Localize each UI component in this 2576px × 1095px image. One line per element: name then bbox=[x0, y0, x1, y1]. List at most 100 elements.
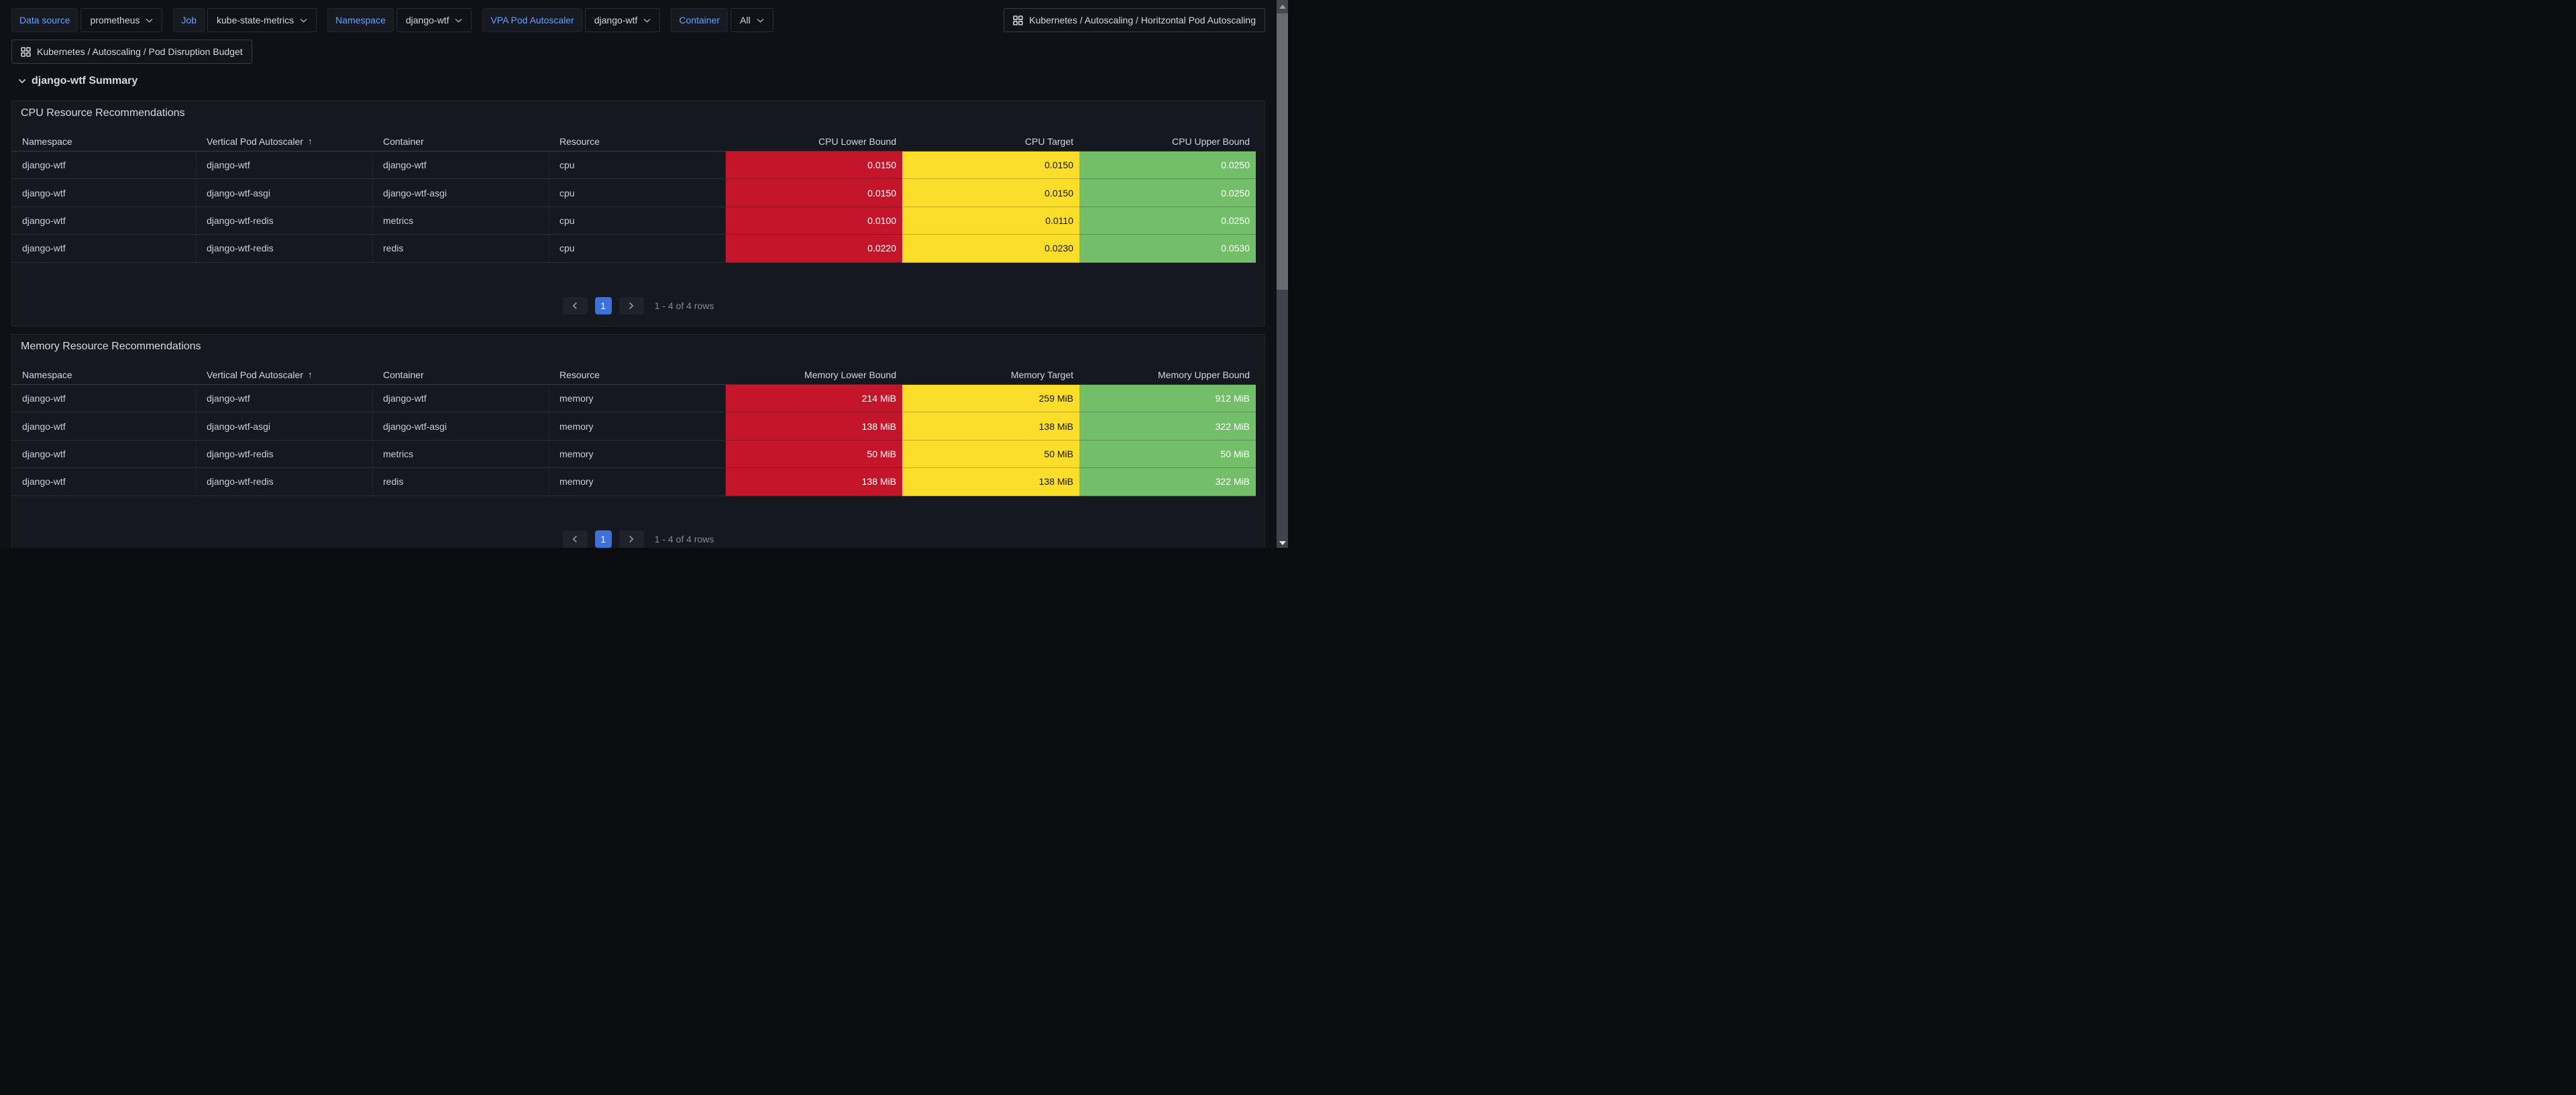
table-cell: 259 MiB bbox=[902, 385, 1079, 413]
table-cell: 0.0250 bbox=[1079, 207, 1256, 235]
col-header-namespace[interactable]: Namespace bbox=[22, 135, 72, 147]
table-cell: 0.0150 bbox=[726, 152, 902, 180]
triangle-down-icon[interactable] bbox=[1279, 541, 1286, 545]
table-cell: 138 MiB bbox=[726, 412, 902, 441]
variable-job-select[interactable]: kube-state-metrics bbox=[207, 8, 317, 32]
table-cell: 0.0150 bbox=[726, 179, 902, 207]
dashboard-content: Data source prometheus Job kube-state-me… bbox=[11, 0, 1265, 548]
panel-cpu-recommendations: CPU Resource Recommendations Namespace V… bbox=[11, 101, 1265, 327]
dashboard-link-pdb[interactable]: Kubernetes / Autoscaling / Pod Disruptio… bbox=[11, 40, 252, 64]
table-cell: 0.0250 bbox=[1079, 152, 1256, 180]
table-cell: django-wtf bbox=[12, 440, 197, 469]
row-title: django-wtf Summary bbox=[32, 75, 138, 87]
table-cell: 138 MiB bbox=[902, 412, 1079, 441]
variable-container: Container All bbox=[671, 8, 773, 32]
table-row: django-wtf django-wtf-redis redis memory 138… bbox=[12, 468, 1256, 496]
variable-job-label: Job bbox=[173, 8, 205, 32]
col-header-vpa[interactable]: Vertical Pod Autoscaler ↑ bbox=[197, 136, 373, 147]
dashboard-link-pdb-label: Kubernetes / Autoscaling / Pod Disruptio… bbox=[37, 46, 243, 57]
prev-page-button[interactable] bbox=[562, 530, 588, 548]
panel-memory-recommendations: Memory Resource Recommendations Namespac… bbox=[11, 334, 1265, 548]
panel-title: CPU Resource Recommendations bbox=[21, 107, 185, 119]
chevron-down-icon bbox=[455, 18, 462, 23]
col-header-target[interactable]: Memory Target bbox=[1010, 369, 1073, 380]
table-cell: django-wtf-redis bbox=[197, 468, 373, 496]
col-header-resource[interactable]: Resource bbox=[559, 135, 600, 147]
table-cell: django-wtf-asgi bbox=[373, 179, 549, 207]
next-page-button[interactable] bbox=[619, 530, 644, 548]
dashboard-link-hpa[interactable]: Kubernetes / Autoscaling / Horitzontal P… bbox=[1004, 8, 1265, 32]
table-row: django-wtf django-wtf-asgi django-wtf-asgi… bbox=[12, 412, 1256, 441]
table-cell: django-wtf bbox=[373, 385, 549, 413]
page-scrollbar[interactable] bbox=[1277, 0, 1288, 548]
variable-container-select[interactable]: All bbox=[731, 8, 773, 32]
table-cell: django-wtf bbox=[12, 468, 197, 496]
table-body: django-wtf django-wtf django-wtf cpu 0.0150 0… bbox=[12, 152, 1256, 263]
col-header-upper-bound[interactable]: Memory Upper Bound bbox=[1158, 369, 1250, 380]
col-header-container[interactable]: Container bbox=[383, 135, 424, 147]
table-cell: 50 MiB bbox=[902, 440, 1079, 469]
table-cell: cpu bbox=[549, 235, 726, 263]
prev-page-button[interactable] bbox=[562, 296, 588, 314]
table-cell: django-wtf bbox=[12, 385, 197, 413]
table-cell: django-wtf bbox=[12, 235, 197, 263]
dashboard-row-toggle[interactable]: django-wtf Summary bbox=[11, 72, 1265, 90]
table-cell: 0.0250 bbox=[1079, 179, 1256, 207]
chevron-right-icon bbox=[629, 302, 634, 309]
chevron-down-icon bbox=[300, 18, 307, 23]
table-cell: 0.0110 bbox=[902, 207, 1079, 235]
col-header-container[interactable]: Container bbox=[383, 369, 424, 380]
col-header-resource[interactable]: Resource bbox=[559, 369, 600, 380]
variable-namespace: Namespace django-wtf bbox=[327, 8, 472, 32]
table-cell: cpu bbox=[549, 152, 726, 180]
cpu-table-pagination: 1 1 - 4 of 4 rows bbox=[12, 296, 1265, 314]
table-cell: 0.0530 bbox=[1079, 235, 1256, 263]
col-header-target[interactable]: CPU Target bbox=[1024, 135, 1073, 147]
sort-asc-icon: ↑ bbox=[307, 136, 313, 146]
toolbar-row-1: Data source prometheus Job kube-state-me… bbox=[11, 8, 1265, 32]
table-cell: memory bbox=[549, 440, 726, 469]
table-cell: 214 MiB bbox=[726, 385, 902, 413]
col-header-namespace[interactable]: Namespace bbox=[22, 369, 72, 380]
next-page-button[interactable] bbox=[619, 296, 644, 314]
table-cell: redis bbox=[373, 468, 549, 496]
col-header-lower-bound[interactable]: Memory Lower Bound bbox=[804, 369, 896, 380]
table-cell: 0.0230 bbox=[902, 235, 1079, 263]
sort-asc-icon: ↑ bbox=[307, 369, 313, 380]
variable-job: Job kube-state-metrics bbox=[173, 8, 317, 32]
table-cell: django-wtf bbox=[12, 207, 197, 235]
page-number-button[interactable]: 1 bbox=[594, 296, 612, 314]
table-cell: django-wtf-asgi bbox=[197, 412, 373, 441]
variable-datasource-label: Data source bbox=[11, 8, 78, 32]
chevron-right-icon bbox=[629, 535, 634, 542]
col-header-upper-bound[interactable]: CPU Upper Bound bbox=[1172, 135, 1250, 147]
table-header-row: Namespace Vertical Pod Autoscaler ↑ Conta… bbox=[12, 365, 1256, 385]
table-cell: django-wtf bbox=[197, 152, 373, 180]
table-row: django-wtf django-wtf-redis metrics memory 5… bbox=[12, 440, 1256, 469]
table-cell: memory bbox=[549, 468, 726, 496]
variable-datasource-select[interactable]: prometheus bbox=[80, 8, 163, 32]
scrollbar-thumb[interactable] bbox=[1277, 13, 1288, 290]
col-header-lower-bound[interactable]: CPU Lower Bound bbox=[818, 135, 896, 147]
variable-vpa-label: VPA Pod Autoscaler bbox=[482, 8, 582, 32]
variable-namespace-select[interactable]: django-wtf bbox=[396, 8, 472, 32]
variable-vpa-value: django-wtf bbox=[594, 15, 638, 25]
table-cell: django-wtf-asgi bbox=[197, 179, 373, 207]
table-cell: 0.0150 bbox=[902, 179, 1079, 207]
chevron-down-icon bbox=[643, 18, 651, 23]
variable-container-label: Container bbox=[671, 8, 729, 32]
dashboard-link-hpa-label: Kubernetes / Autoscaling / Horitzontal P… bbox=[1029, 15, 1256, 25]
table-cell: cpu bbox=[549, 207, 726, 235]
variable-vpa-select[interactable]: django-wtf bbox=[584, 8, 661, 32]
panel-title: Memory Resource Recommendations bbox=[21, 341, 201, 352]
col-header-vpa-label: Vertical Pod Autoscaler bbox=[207, 135, 303, 147]
memory-table: Namespace Vertical Pod Autoscaler ↑ Conta… bbox=[12, 365, 1256, 496]
cpu-table: Namespace Vertical Pod Autoscaler ↑ Conta… bbox=[12, 131, 1256, 263]
memory-table-pagination: 1 1 - 4 of 4 rows bbox=[12, 530, 1265, 548]
col-header-vpa[interactable]: Vertical Pod Autoscaler ↑ bbox=[197, 369, 373, 380]
page-number-button[interactable]: 1 bbox=[594, 530, 612, 548]
table-cell: django-wtf bbox=[12, 412, 197, 441]
table-cell: redis bbox=[373, 235, 549, 263]
chevron-down-icon bbox=[146, 18, 153, 23]
scroll-up-button[interactable] bbox=[1277, 0, 1288, 13]
